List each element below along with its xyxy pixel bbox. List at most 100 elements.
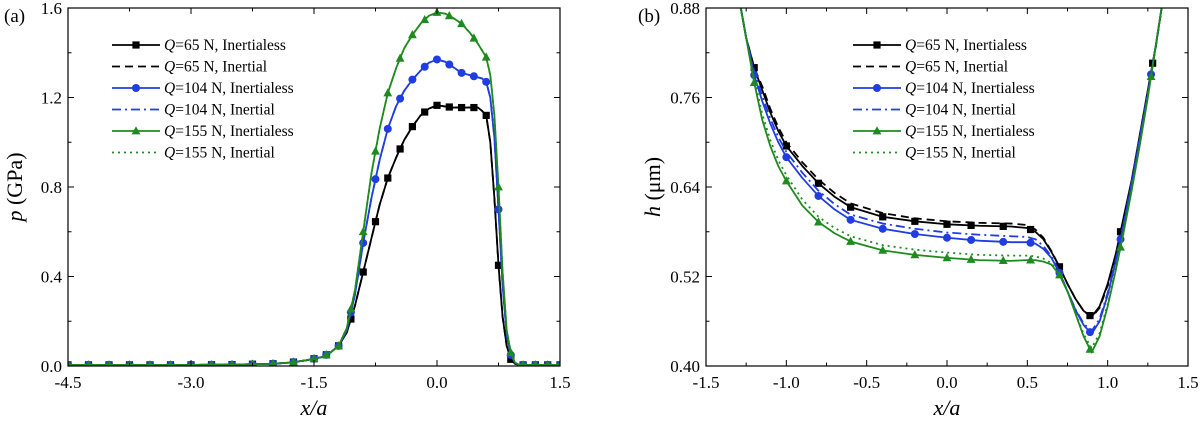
- data-point: [269, 358, 277, 366]
- series-line-3: [68, 58, 560, 366]
- data-point: [943, 233, 951, 242]
- legend-label-0: Q=65 N, Inertialess: [905, 37, 1027, 54]
- data-point: [999, 222, 1007, 230]
- data-point: [782, 153, 791, 162]
- data-point: [1055, 263, 1064, 271]
- data-point: [943, 220, 951, 228]
- series-line-2: [68, 58, 560, 366]
- series-line-5: [68, 11, 560, 366]
- panel-label: (a): [4, 6, 25, 27]
- legend-label-4: Q=155 N, Inertialess: [905, 123, 1035, 140]
- data-point: [910, 250, 920, 259]
- chart-panel-b: (b) -1.5 -1.0 -0.5 0.0 0.5 1.0 1.5 0.40 0.52 0.64 0…: [638, 0, 1199, 420]
- legend-marker-2: [873, 84, 881, 92]
- x-tick-label: -1.0: [773, 373, 800, 392]
- data-point: [1146, 71, 1156, 81]
- data-point: [1026, 255, 1035, 264]
- x-axis-title: x/a: [933, 395, 961, 420]
- data-point: [167, 360, 174, 366]
- data-point: [999, 237, 1008, 246]
- x-tick-label: 1.5: [1177, 373, 1198, 392]
- data-point: [1085, 344, 1095, 353]
- y-tick-label: 0.0: [41, 357, 62, 376]
- x-tick-label: 0.0: [936, 373, 957, 392]
- x-tick-label: -3.0: [178, 373, 205, 392]
- y-tick-label: 0.8: [41, 178, 62, 197]
- data-point: [966, 254, 976, 263]
- data-point: [846, 236, 855, 245]
- series-line-4: [68, 11, 560, 366]
- legend-label-0: Q=65 N, Inertialess: [164, 37, 286, 54]
- data-point: [346, 304, 356, 313]
- legend-label-1: Q=65 N, Inertial: [164, 59, 267, 76]
- data-point: [814, 179, 823, 187]
- data-point: [781, 176, 791, 185]
- data-point: [910, 229, 919, 238]
- data-point: [942, 253, 952, 262]
- data-point: [408, 30, 417, 39]
- data-point: [846, 215, 855, 224]
- data-point: [1116, 228, 1125, 236]
- legend: Q=65 N, Inertialess Q=65 N, Inertial Q=104…: [112, 37, 294, 162]
- data-point: [967, 235, 976, 244]
- legend-marker-2: [132, 84, 140, 92]
- data-point: [878, 245, 888, 254]
- legend-label-1: Q=65 N, Inertial: [905, 59, 1008, 76]
- legend-label-3: Q=104 N, Inertial: [164, 102, 275, 119]
- y-tick-label: 1.6: [41, 0, 62, 18]
- series-line-3: [739, 8, 1163, 332]
- y-axis-title: h (μm): [640, 157, 665, 217]
- plot-frame: [67, 7, 561, 367]
- y-tick-label: 0.4: [41, 268, 63, 287]
- legend-label-2: Q=104 N, Inertialess: [164, 80, 294, 97]
- x-tick-label: -4.5: [55, 373, 82, 392]
- series-line-0: [68, 104, 560, 366]
- data-point: [146, 360, 154, 366]
- x-tick-label: -1.5: [693, 373, 720, 392]
- y-axis-title: p (GPa): [2, 152, 27, 223]
- data-point: [847, 203, 855, 211]
- legend-marker-4: [131, 126, 141, 135]
- chart-panel-a: (a) -4.5 -3.0 -1.5 0.0 1.5 0.0 0.4 0.8 1.2 1.6 x/a p…: [2, 0, 571, 420]
- data-point: [358, 226, 368, 236]
- y-tick-label: 0.52: [670, 268, 700, 287]
- data-point: [506, 347, 516, 356]
- y-tick-label: 0.88: [670, 0, 700, 18]
- data-point: [1026, 238, 1035, 247]
- data-point: [383, 88, 393, 97]
- data-point: [482, 111, 490, 119]
- data-point: [911, 217, 919, 225]
- data-point: [998, 255, 1008, 265]
- legend-marker-4: [872, 126, 882, 135]
- legend-label-3: Q=104 N, Inertial: [905, 102, 1016, 119]
- legend-label-4: Q=155 N, Inertialess: [164, 123, 294, 140]
- data-point: [433, 55, 441, 64]
- data-point: [469, 33, 479, 42]
- x-tick-label: 1.5: [549, 373, 570, 392]
- plot-area: [739, 8, 1163, 354]
- data-point: [1055, 270, 1064, 279]
- data-point: [967, 221, 975, 230]
- data-point: [289, 357, 298, 366]
- y-tick-label: 1.2: [41, 89, 62, 108]
- data-point: [334, 341, 343, 350]
- y-tick-label: 0.40: [670, 357, 700, 376]
- x-tick-label: 0.0: [426, 373, 447, 392]
- series-line-1: [68, 104, 560, 366]
- series-line-5: [739, 8, 1163, 350]
- x-tick-label: 0.5: [1017, 373, 1038, 392]
- x-tick-label: -0.5: [853, 373, 880, 392]
- plot-area: [68, 8, 560, 366]
- legend-label-2: Q=104 N, Inertialess: [905, 80, 1035, 97]
- y-tick-label: 0.76: [670, 89, 700, 108]
- legend: Q=65 N, Inertialess Q=65 N, Inertial Q=104…: [853, 37, 1035, 162]
- data-point: [814, 191, 823, 200]
- panel-label: (b): [638, 6, 660, 27]
- data-point: [371, 175, 380, 184]
- legend-marker-0: [873, 41, 881, 49]
- data-point: [782, 142, 790, 150]
- data-point: [814, 217, 823, 226]
- x-axis-title: x/a: [300, 395, 328, 420]
- legend-marker-0: [132, 41, 140, 49]
